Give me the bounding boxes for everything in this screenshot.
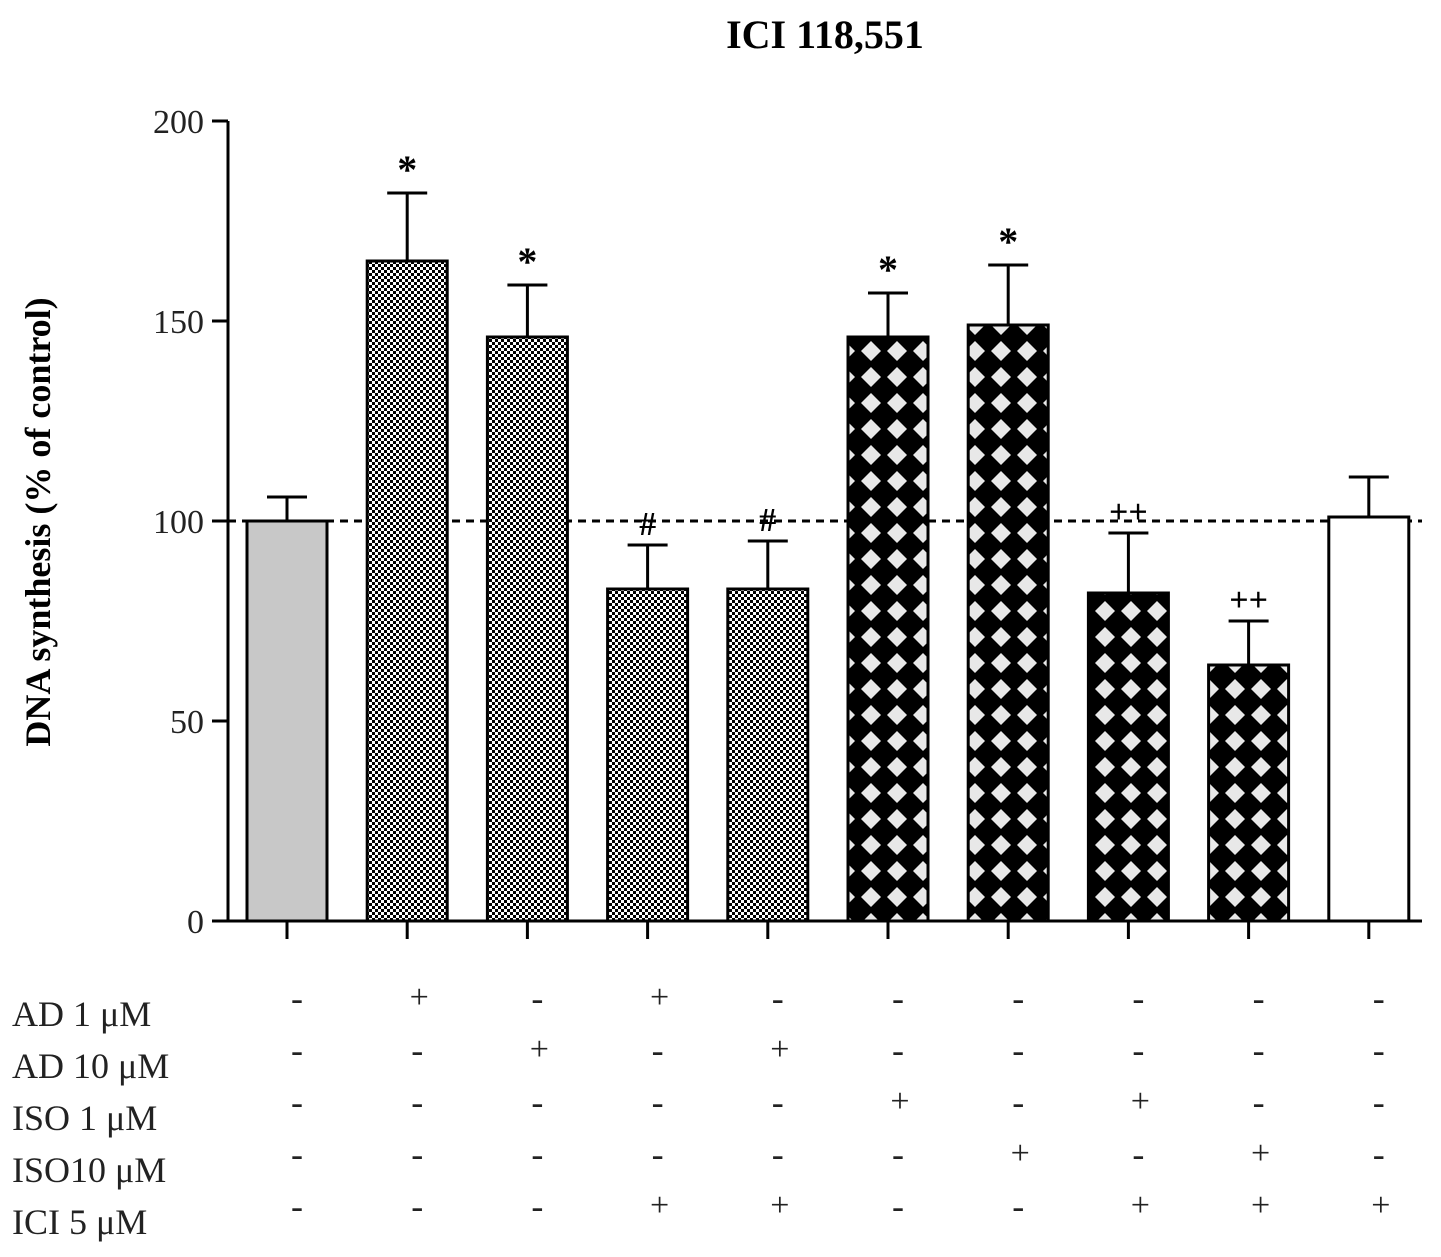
bar-group: *: [485, 239, 569, 923]
treatment-mark: -: [1253, 978, 1265, 1018]
treatment-mark: -: [772, 1082, 784, 1122]
y-tick-label: 100: [153, 504, 204, 541]
significance-label: *: [517, 239, 537, 284]
treatment-mark: -: [892, 978, 904, 1018]
bar: [846, 335, 930, 923]
bar: [1327, 515, 1411, 923]
treatment-mark: -: [291, 1186, 303, 1226]
treatment-mark: +: [650, 1187, 669, 1224]
bars: * * # # * * ++ ++: [245, 147, 1411, 923]
treatment-mark: +: [1371, 1187, 1390, 1224]
treatment-row-label: ICI 5 μM: [12, 1202, 147, 1242]
bar: [485, 335, 569, 923]
treatment-mark: +: [410, 979, 429, 1016]
treatment-mark: -: [291, 1030, 303, 1070]
significance-label: ++: [1109, 494, 1148, 531]
bar-group: ++: [1086, 494, 1170, 923]
treatment-mark: -: [1012, 1030, 1024, 1070]
treatment-mark: +: [650, 979, 669, 1016]
significance-label: #: [759, 502, 776, 539]
treatment-mark: -: [531, 1186, 543, 1226]
treatment-mark: -: [892, 1134, 904, 1174]
bar-group: [1327, 475, 1411, 923]
treatment-mark: -: [1373, 1082, 1385, 1122]
treatment-mark: -: [291, 1082, 303, 1122]
bar: [1207, 663, 1291, 923]
treatment-mark: -: [652, 1134, 664, 1174]
treatment-mark: -: [1012, 1186, 1024, 1226]
significance-label: ++: [1229, 582, 1268, 619]
bar: [245, 519, 329, 923]
treatment-mark: -: [772, 978, 784, 1018]
treatment-mark: +: [770, 1031, 789, 1068]
y-tick-label: 150: [153, 304, 204, 341]
bar-group: *: [365, 147, 449, 923]
treatment-mark: +: [770, 1187, 789, 1224]
treatment-mark: +: [1251, 1187, 1270, 1224]
treatment-mark: -: [291, 978, 303, 1018]
treatment-row-label: ISO10 μM: [12, 1150, 166, 1190]
bar-group: ++: [1207, 582, 1291, 923]
bar: [966, 323, 1050, 923]
bar: [606, 587, 690, 923]
treatment-mark: -: [1373, 978, 1385, 1018]
bar-group: #: [606, 506, 690, 923]
treatment-mark: -: [1132, 978, 1144, 1018]
treatment-mark: -: [1253, 1082, 1265, 1122]
bar-group: *: [846, 247, 930, 923]
bar-group: #: [726, 502, 810, 923]
treatment-row-label: AD 1 μM: [12, 994, 151, 1034]
significance-label: *: [397, 147, 417, 192]
bar: [726, 587, 810, 923]
significance-label: *: [878, 247, 898, 292]
treatment-mark: -: [772, 1134, 784, 1174]
treatment-mark: -: [1132, 1134, 1144, 1174]
y-tick-label: 0: [187, 904, 204, 941]
treatment-mark: -: [531, 1082, 543, 1122]
treatment-mark: -: [411, 1030, 423, 1070]
y-axis-label: DNA synthesis (% of control): [18, 297, 58, 746]
significance-label: *: [998, 219, 1018, 264]
treatment-mark: +: [1131, 1083, 1150, 1120]
y-axis: 0 50 100 150 200: [153, 104, 230, 941]
treatment-mark: -: [652, 1082, 664, 1122]
bar: [1086, 591, 1170, 923]
treatment-table: AD 1 μM - + - + - - - - - - AD 10 μM - - + - + - - - - - ISO 1…: [12, 978, 1390, 1242]
treatment-row-label: ISO 1 μM: [12, 1098, 157, 1138]
treatment-mark: -: [411, 1134, 423, 1174]
treatment-mark: -: [531, 1134, 543, 1174]
treatment-mark: -: [652, 1030, 664, 1070]
y-tick-label: 50: [170, 704, 204, 741]
treatment-mark: -: [1373, 1134, 1385, 1174]
x-axis: [228, 919, 1422, 939]
treatment-mark: +: [1251, 1135, 1270, 1172]
treatment-mark: +: [1011, 1135, 1030, 1172]
treatment-mark: -: [1012, 1082, 1024, 1122]
chart-title: ICI 118,551: [726, 12, 924, 57]
treatment-mark: -: [1373, 1030, 1385, 1070]
treatment-row-label: AD 10 μM: [12, 1046, 169, 1086]
treatment-mark: +: [1131, 1187, 1150, 1224]
treatment-mark: +: [890, 1083, 909, 1120]
bar-group: *: [966, 219, 1050, 923]
treatment-mark: -: [1253, 1030, 1265, 1070]
treatment-mark: -: [1012, 978, 1024, 1018]
treatment-mark: -: [411, 1186, 423, 1226]
treatment-mark: +: [530, 1031, 549, 1068]
treatment-mark: -: [892, 1030, 904, 1070]
significance-label: #: [639, 506, 656, 543]
bar-group: [245, 495, 329, 923]
bar: [365, 259, 449, 923]
treatment-mark: -: [291, 1134, 303, 1174]
treatment-mark: -: [892, 1186, 904, 1226]
y-tick-label: 200: [153, 104, 204, 141]
treatment-mark: -: [411, 1082, 423, 1122]
treatment-mark: -: [531, 978, 543, 1018]
treatment-mark: -: [1132, 1030, 1144, 1070]
